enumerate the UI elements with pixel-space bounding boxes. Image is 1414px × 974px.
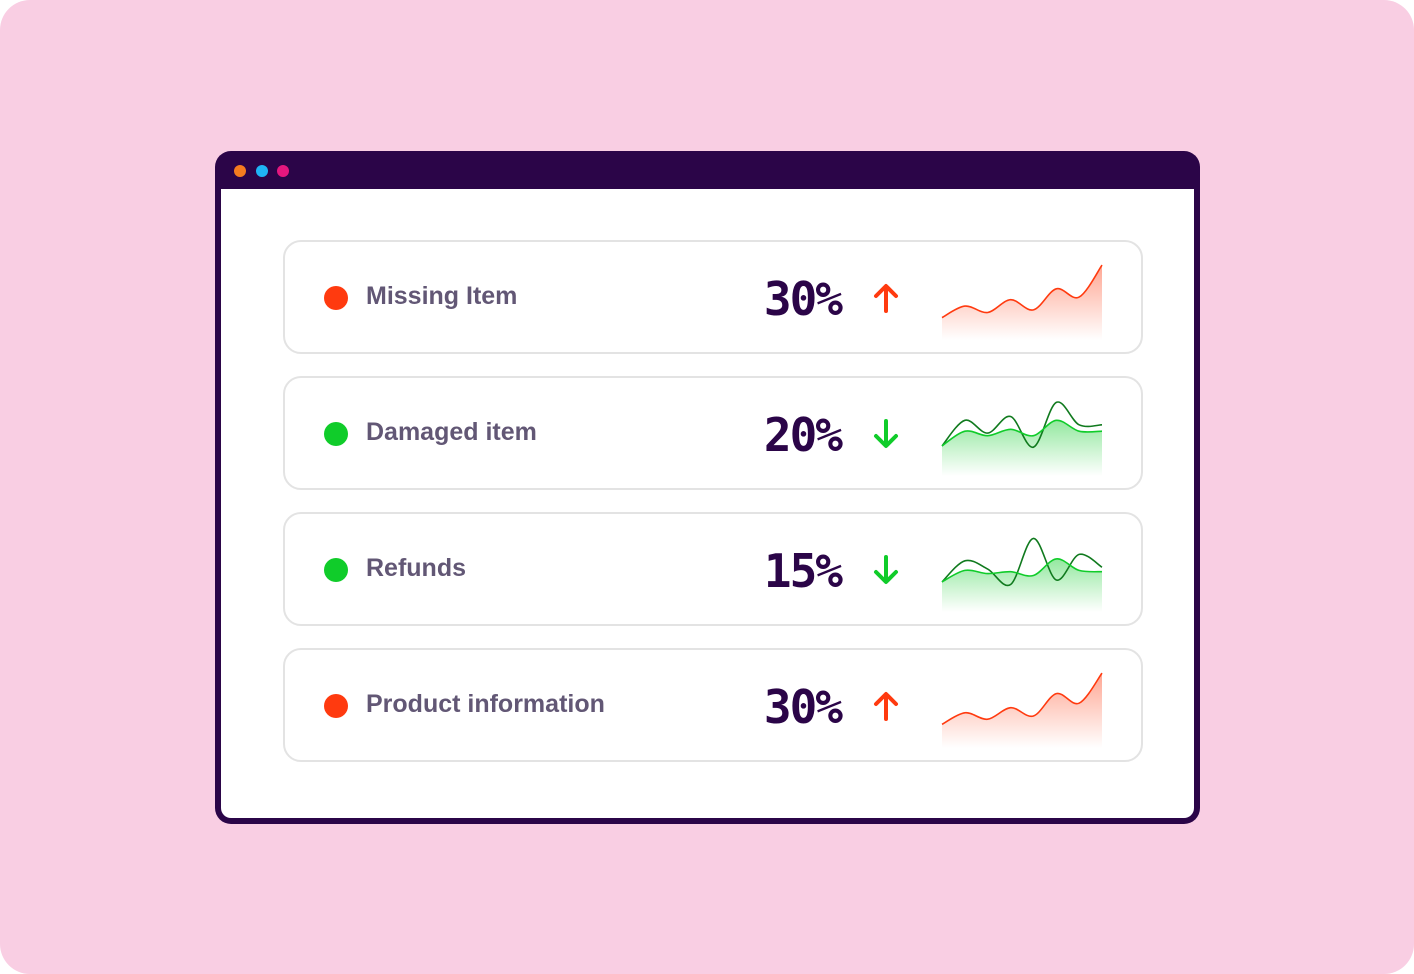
sparkline-chart <box>941 264 1103 340</box>
arrow-down-icon <box>874 555 898 584</box>
metric-row[interactable]: Product information 30% <box>283 648 1143 762</box>
metric-value: 20% <box>763 408 843 462</box>
arrow-up-icon <box>874 692 898 721</box>
sparkline-line <box>941 264 1103 319</box>
arrow-up-path <box>874 284 898 313</box>
window-dot-orange[interactable] <box>234 165 246 177</box>
metric-value: 30% <box>763 272 843 326</box>
window-dot-blue[interactable] <box>256 165 268 177</box>
sparkline-area <box>942 265 1102 340</box>
metric-label: Refunds <box>366 554 466 582</box>
sparkline-line <box>941 537 1103 587</box>
sparkline-chart <box>941 672 1103 748</box>
arrow-down-icon <box>874 419 898 448</box>
sparkline-line <box>941 419 1103 447</box>
metric-row[interactable]: Damaged item 20% <box>283 376 1143 490</box>
metric-label: Missing Item <box>366 282 518 310</box>
sparkline-chart <box>941 537 1103 612</box>
sparkline-line <box>941 558 1103 583</box>
sparkline-area <box>942 420 1102 476</box>
arrow-up-path <box>874 692 898 721</box>
sparkline-area <box>942 673 1102 748</box>
arrow-down-path <box>874 419 898 448</box>
status-dot <box>324 422 348 446</box>
metric-value: 30% <box>763 680 843 734</box>
arrow-up-icon <box>874 284 898 313</box>
status-dot <box>324 286 348 310</box>
sparkline-line <box>941 672 1103 726</box>
app-window: Missing Item 30% Damaged item 20% Refund… <box>215 151 1200 824</box>
metric-row[interactable]: Missing Item 30% <box>283 240 1143 354</box>
metric-label: Product information <box>366 690 605 718</box>
metric-row[interactable]: Refunds 15% <box>283 512 1143 626</box>
sparkline-chart <box>941 401 1103 476</box>
sparkline-area <box>942 558 1102 612</box>
status-dot <box>324 694 348 718</box>
status-dot <box>324 558 348 582</box>
window-content: Missing Item 30% Damaged item 20% Refund… <box>215 189 1200 824</box>
window-dot-pink[interactable] <box>277 165 289 177</box>
arrow-down-path <box>874 555 898 584</box>
metric-label: Damaged item <box>366 418 537 446</box>
metric-value: 15% <box>763 544 843 598</box>
